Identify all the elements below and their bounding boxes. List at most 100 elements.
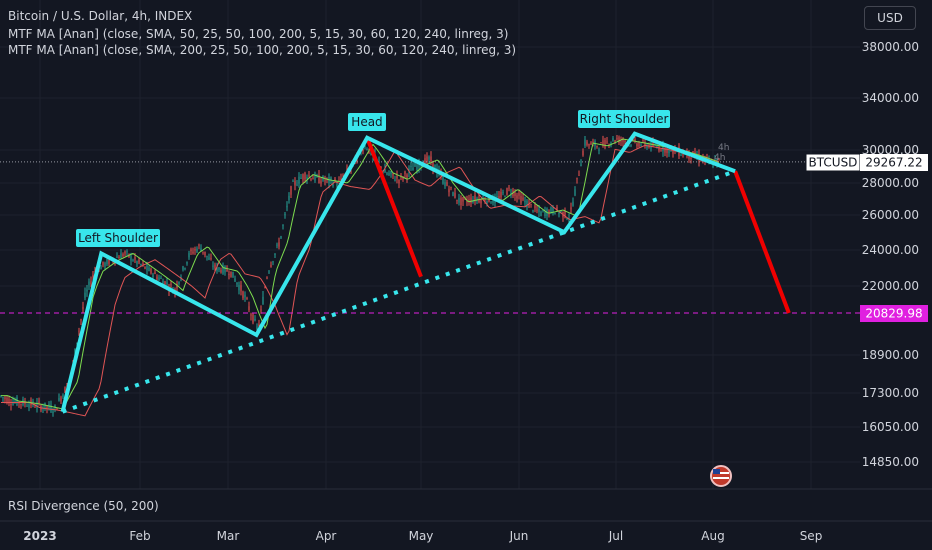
target-price-tag: 20829.98 [860,305,928,322]
y-tick-label: 26000.00 [862,208,919,222]
candle-body [462,197,464,202]
price-axis[interactable]: 38000.00 34000.00 30000.00 28000.00 26000.00… [862,40,919,469]
y-tick-label: 34000.00 [862,91,919,105]
candle-body [84,292,86,298]
candle-body [650,142,652,149]
candle-body [482,197,484,199]
candle-body [242,291,244,299]
ma-label-4h-a: 4h [718,143,729,153]
candle-body [226,269,228,272]
candle-body [100,266,102,270]
candle-body [280,236,282,239]
candle-body [34,406,36,408]
candle-body [396,175,398,179]
candle-body [282,225,284,227]
indicator-legend-2[interactable]: MTF MA [Anan] (close, SMA, 200, 25, 50, … [8,43,517,57]
indicator-legend-1[interactable]: MTF MA [Anan] (close, SMA, 50, 25, 50, 1… [8,27,509,41]
candle-body [274,253,276,256]
candle-body [294,180,296,186]
candle-body [610,142,612,144]
symbol-title[interactable]: Bitcoin / U.S. Dollar, 4h, INDEX [8,9,193,23]
candle-body [186,261,188,264]
candle-body [386,173,388,175]
candle-body [404,171,406,175]
candle-body [658,146,660,151]
candle-body [390,171,392,175]
candle-body [6,397,8,404]
candle-body [120,253,122,259]
candle-body [140,264,142,266]
candle-body [192,251,194,254]
candle-body [88,281,90,286]
candle-body [126,251,128,253]
candle-body [528,202,530,208]
candle-body [156,276,158,280]
candle-body [410,166,412,168]
candle-body [554,212,556,215]
right-shoulder-text: Right Shoulder [580,112,669,126]
candle-body [640,144,642,146]
candle-body [548,210,550,215]
projection-lines [365,136,791,314]
candle-body [264,287,266,289]
candle-body [624,140,626,142]
candle-body [208,257,210,260]
candle-body [74,348,76,356]
candle-body [336,184,338,186]
candle-body [142,263,144,265]
candle-body [154,272,156,274]
candle-body [712,165,714,167]
candle-body [116,256,118,258]
x-tick-label: Mar [217,529,240,543]
candle-body [194,248,196,251]
candle-body [292,180,294,182]
candle-body [598,149,600,151]
candle-body [662,144,664,152]
candle-body [44,402,46,409]
candle-body [322,176,324,181]
candle-body [514,192,516,197]
candle-body [414,162,416,167]
us-flag-icon[interactable] [710,465,732,487]
candle-body [188,253,190,258]
candle-body [228,274,230,276]
candle-body [250,314,252,316]
currency-button[interactable]: USD [864,6,916,30]
rsi-pane-title[interactable]: RSI Divergence (50, 200) [8,499,159,513]
candle-body [660,150,662,152]
candle-body [78,330,80,332]
time-axis[interactable]: 2023 Feb Mar Apr May Jun Jul Aug Sep [23,529,822,543]
candle-body [428,156,430,160]
candle-body [278,242,280,247]
x-tick-label: Apr [316,529,337,543]
candle-body [148,267,150,271]
candle-body [582,151,584,156]
candle-body [318,174,320,184]
projection-line [365,136,423,278]
candle-body [324,180,326,182]
candle-body [276,244,278,246]
candle-body [556,206,558,211]
head-label: Head [348,113,386,131]
candle-body [490,202,492,204]
candle-body [420,166,422,168]
candle-body [520,195,522,203]
candle-body [480,199,482,204]
candle-body [244,294,246,298]
candle-body [170,283,172,285]
candle-body [504,196,506,198]
candle-body [340,178,342,182]
candle-body [638,142,640,147]
candle-body [476,198,478,200]
candle-body [310,178,312,181]
candle-body [430,156,432,162]
candle-body [258,324,260,327]
candle-body [308,175,310,177]
candle-body [254,318,256,321]
candle-body [516,195,518,199]
candle-body [210,258,212,260]
candle-body [224,266,226,273]
candle-body [166,282,168,285]
candle-body [642,140,644,142]
